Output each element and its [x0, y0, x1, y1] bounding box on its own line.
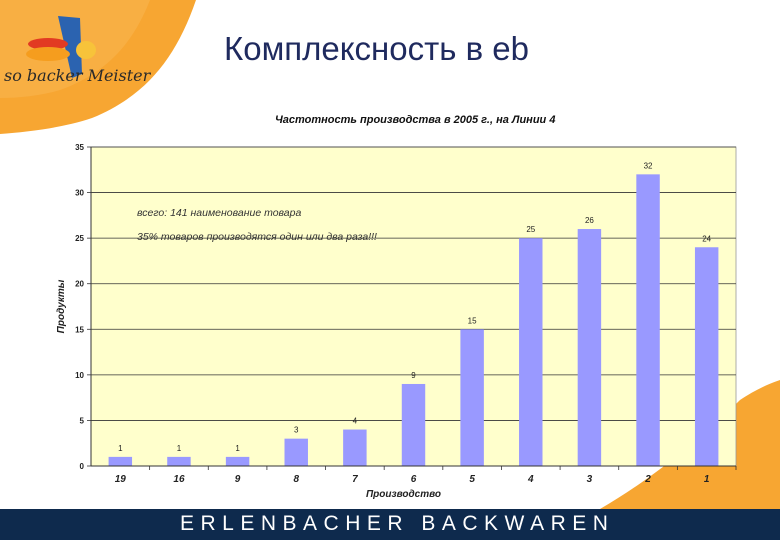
x-tick-label: 9: [235, 474, 241, 485]
y-tick-label: 35: [75, 143, 84, 152]
footer-bar: [0, 509, 780, 540]
x-tick-label: 19: [115, 474, 127, 485]
x-tick-label: 7: [352, 474, 358, 485]
data-label: 1: [177, 444, 182, 453]
logo-text: so backer Meister: [4, 66, 151, 85]
y-axis-label: Продукты: [56, 279, 67, 333]
y-tick-label: 5: [80, 416, 85, 425]
chart-title: Частотность производства в 2005 г., на Л…: [275, 114, 556, 126]
annotation-text: всего: 141 наименование товара: [137, 207, 301, 219]
x-axis-label: Производство: [366, 489, 441, 500]
x-tick-label: 2: [644, 474, 651, 485]
bar: [167, 456, 191, 466]
data-label: 1: [118, 444, 123, 453]
y-tick-label: 0: [80, 462, 85, 471]
data-label: 26: [585, 216, 594, 225]
x-tick-label: 4: [527, 474, 534, 485]
bar: [284, 438, 308, 466]
data-label: 32: [644, 161, 653, 170]
y-tick-label: 20: [75, 280, 84, 289]
footer-brand-text: ERLENBACHER BACKWAREN: [180, 512, 615, 535]
bar: [636, 174, 660, 467]
data-label: 9: [411, 371, 416, 380]
annotation-text: 35% товаров производятся один или два ра…: [137, 231, 377, 243]
data-label: 4: [353, 417, 358, 426]
y-tick-label: 25: [75, 234, 84, 243]
bar: [108, 456, 133, 466]
data-label: 25: [526, 225, 535, 234]
data-label: 15: [468, 316, 477, 325]
x-tick-label: 5: [469, 474, 475, 485]
bar: [694, 247, 719, 466]
x-tick-label: 6: [411, 474, 417, 485]
data-label: 1: [235, 444, 240, 453]
data-label: 24: [702, 234, 711, 243]
ds-logo-icon: [26, 16, 96, 78]
page-title: Комплексность в eb: [224, 30, 530, 67]
y-tick-label: 30: [75, 189, 84, 198]
bar: [460, 329, 484, 466]
y-tick-label: 10: [75, 371, 84, 380]
x-tick-label: 8: [293, 474, 299, 485]
x-tick-label: 16: [173, 474, 185, 485]
bar: [343, 429, 367, 466]
y-tick-label: 15: [75, 325, 84, 334]
data-label: 3: [294, 426, 299, 435]
bar: [519, 238, 543, 466]
bar: [225, 456, 250, 466]
x-tick-label: 3: [587, 474, 593, 485]
bar: [401, 383, 426, 466]
bar: [577, 229, 602, 466]
x-tick-label: 1: [704, 474, 710, 485]
